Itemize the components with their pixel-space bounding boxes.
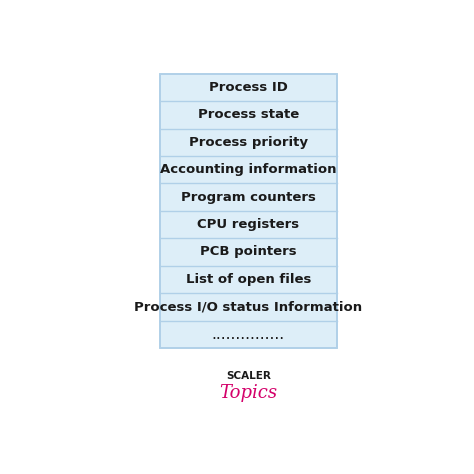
Text: CPU registers: CPU registers bbox=[197, 218, 300, 231]
Text: Program counters: Program counters bbox=[181, 191, 316, 204]
Text: ...............: ............... bbox=[212, 327, 285, 342]
Text: PCB pointers: PCB pointers bbox=[200, 246, 297, 258]
Text: Process ID: Process ID bbox=[209, 81, 288, 94]
Text: Accounting information: Accounting information bbox=[160, 163, 337, 176]
Text: Topics: Topics bbox=[219, 383, 277, 401]
Text: Process state: Process state bbox=[198, 109, 299, 121]
FancyBboxPatch shape bbox=[160, 74, 337, 348]
Text: List of open files: List of open files bbox=[186, 273, 311, 286]
Text: Process I/O status Information: Process I/O status Information bbox=[134, 301, 363, 313]
Text: Process priority: Process priority bbox=[189, 136, 308, 149]
Text: SCALER: SCALER bbox=[226, 371, 271, 381]
